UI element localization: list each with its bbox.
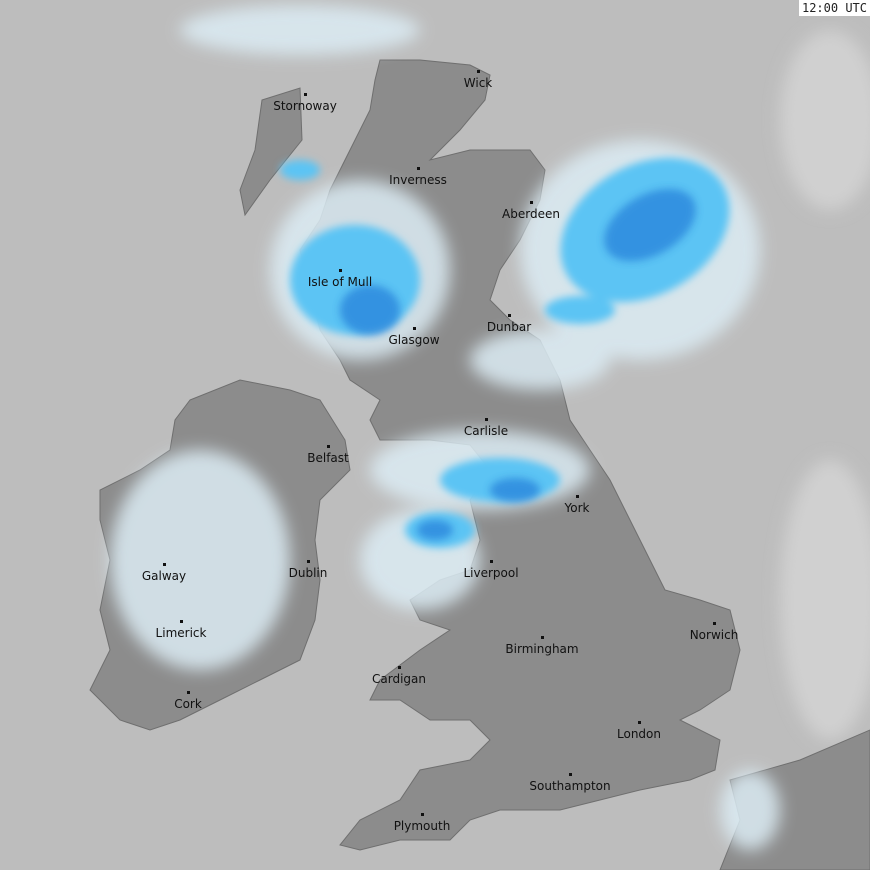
city-dot	[576, 495, 579, 498]
city-dot	[163, 563, 166, 566]
city-dot	[485, 418, 488, 421]
city-label: Plymouth	[393, 819, 451, 833]
timestamp: 12:00 UTC	[798, 0, 870, 16]
city-dot	[413, 327, 416, 330]
city-label: Galway	[141, 569, 187, 583]
sea-cloud	[560, 30, 870, 760]
city-label: Belfast	[307, 451, 349, 465]
city-label: Glasgow	[388, 333, 440, 347]
city-label: Wick	[463, 76, 493, 90]
city-label: London	[617, 727, 661, 741]
city-dot	[541, 636, 544, 639]
city-dot	[490, 560, 493, 563]
city-dot	[304, 93, 307, 96]
city-dot	[421, 813, 424, 816]
city-dot	[180, 620, 183, 623]
city-label: York	[564, 501, 590, 515]
city-label: Norwich	[689, 628, 739, 642]
city-dot	[508, 314, 511, 317]
city-label: Carlisle	[463, 424, 509, 438]
city-dot	[398, 666, 401, 669]
city-dot	[187, 691, 190, 694]
rain-heavy	[340, 188, 696, 540]
city-dot	[713, 622, 716, 625]
city-label: Cork	[174, 697, 202, 711]
city-label: Isle of Mull	[307, 275, 373, 289]
city-label: Limerick	[155, 626, 207, 640]
outer-hebrides	[239, 87, 303, 217]
city-dot	[638, 721, 641, 724]
city-label: Cardigan	[372, 672, 426, 686]
city-label: Birmingham	[505, 642, 579, 656]
city-label: Southampton	[529, 779, 611, 793]
city-label: Dunbar	[486, 320, 532, 334]
city-label: Stornoway	[273, 99, 337, 113]
city-dot	[339, 269, 342, 272]
city-label: Aberdeen	[502, 207, 560, 221]
city-label: Dublin	[288, 566, 328, 580]
city-dot	[477, 70, 480, 73]
city-dot	[530, 201, 533, 204]
city-dot	[327, 445, 330, 448]
city-dot	[307, 560, 310, 563]
city-dot	[569, 773, 572, 776]
city-label: Inverness	[389, 173, 447, 187]
city-label: Liverpool	[463, 566, 519, 580]
city-dot	[417, 167, 420, 170]
